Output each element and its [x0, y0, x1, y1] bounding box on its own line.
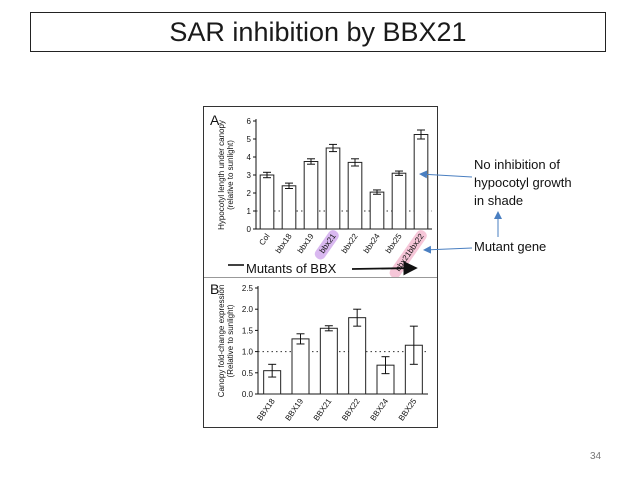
y-tick-label: 2.0 [242, 305, 254, 314]
y-tick-label: 6 [247, 117, 252, 126]
y-tick-label: 1 [247, 207, 252, 216]
bar [291, 338, 310, 395]
y-tick-label: 1.0 [242, 348, 254, 357]
category-label: BBX25 [397, 397, 419, 423]
y-tick-label: 3 [247, 171, 252, 180]
y-tick-label: 5 [247, 135, 252, 144]
y-tick-label: 0.0 [242, 390, 254, 399]
bar [391, 172, 407, 230]
bar [259, 174, 275, 230]
category-label: BBX18 [255, 397, 277, 423]
bar [325, 147, 341, 230]
y-tick-label: 0.5 [242, 369, 254, 378]
y-tick-label: 2.5 [242, 284, 254, 293]
slide-title-text: SAR inhibition by BBX21 [169, 16, 467, 47]
category-label: BBX22 [340, 397, 362, 423]
bar [347, 161, 363, 230]
bar [369, 191, 385, 230]
category-label: bbx25 [384, 232, 404, 255]
bar [413, 134, 429, 230]
no-inhibition-line3: in shade [474, 193, 524, 208]
panel-label: B [210, 281, 219, 297]
y-axis-label: Hypocotyl length under canopy [217, 120, 226, 230]
no-inhibition-line2: hypocotyl growth [474, 175, 572, 190]
y-axis-label: (Relative to sunlight) [226, 304, 235, 377]
category-highlight [389, 230, 427, 277]
bar [281, 185, 297, 230]
no-inhibition-annotation: No inhibition of hypocotyl growth in sha… [474, 156, 572, 210]
category-label: bbx18 [274, 232, 294, 255]
y-tick-label: 2 [247, 189, 252, 198]
panel-separator [204, 277, 437, 278]
y-tick-label: 0 [247, 225, 252, 234]
category-label: Col [257, 232, 271, 247]
bar [348, 317, 367, 395]
category-label: BBX24 [368, 397, 390, 423]
mutants-of-bbx-annotation: Mutants of BBX [246, 261, 337, 276]
y-tick-label: 1.5 [242, 326, 254, 335]
category-label: bbx19 [296, 232, 316, 255]
figure-panel: A Hypocotyl length under canopy (relative … [203, 106, 438, 428]
category-highlight [314, 230, 339, 260]
page-number: 34 [590, 451, 602, 462]
y-axis-label: (relative to sunlight) [226, 140, 235, 210]
no-inhibition-line1: No inhibition of [474, 157, 560, 172]
y-tick-label: 4 [247, 153, 252, 162]
y-axis-label: Canopy fold-change expression [217, 285, 226, 398]
category-label: BBX21 [312, 397, 334, 423]
slide-title: SAR inhibition by BBX21 [30, 12, 606, 52]
category-label: bbx22 [340, 232, 360, 255]
bar [319, 327, 338, 395]
bar [303, 161, 319, 230]
category-label: BBX19 [283, 397, 305, 423]
mutant-gene-annotation: Mutant gene [474, 239, 547, 254]
panel-label: A [210, 112, 220, 128]
category-label: bbx24 [362, 232, 382, 255]
